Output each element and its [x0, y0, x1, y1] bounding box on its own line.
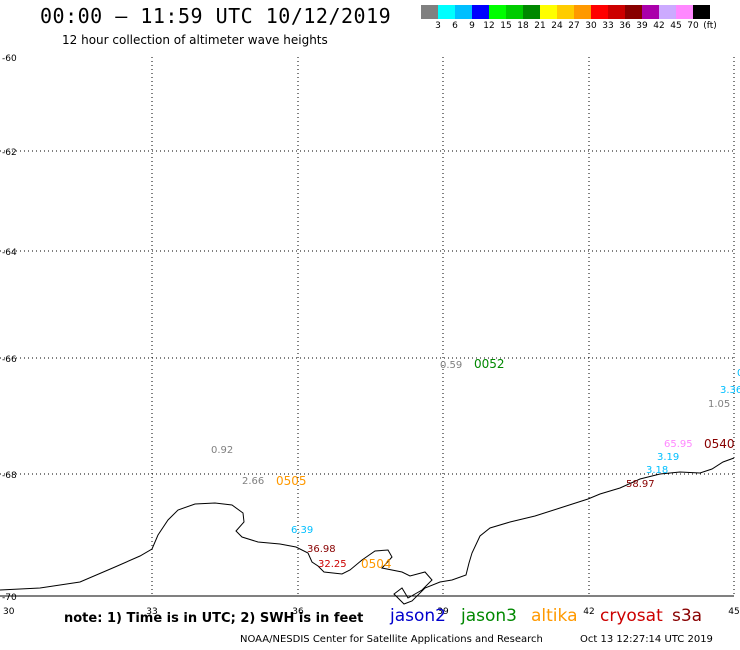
- observation-label: 3.36: [720, 385, 740, 396]
- color-scale-swatches: [421, 5, 710, 19]
- color-scale-label: 24: [551, 21, 563, 31]
- credit-text: NOAA/NESDIS Center for Satellite Applica…: [240, 634, 543, 645]
- longitude-label: 39: [437, 607, 449, 617]
- color-swatch: [693, 5, 710, 19]
- color-scale-label: 33: [602, 21, 614, 31]
- satellite-legend-item: jason2: [390, 606, 446, 626]
- latitude-label: -62: [2, 148, 17, 158]
- satellite-legend-item: altika: [531, 606, 578, 626]
- latitude-label: -64: [2, 248, 17, 258]
- map-title: 00:00 – 11:59 UTC 10/12/2019: [40, 4, 392, 28]
- generated-timestamp: Oct 13 12:27:14 UTC 2019: [580, 634, 713, 645]
- observation-label: 1.05: [708, 399, 730, 410]
- observation-label: 0052: [474, 357, 505, 371]
- observation-label: 0505: [276, 474, 307, 488]
- longitude-label: 30: [3, 607, 15, 617]
- color-scale-label: 36: [619, 21, 631, 31]
- color-swatch: [523, 5, 540, 19]
- map-subtitle: 12 hour collection of altimeter wave hei…: [62, 33, 328, 47]
- color-scale-label: 70: [687, 21, 699, 31]
- color-swatch: [557, 5, 574, 19]
- color-swatch: [489, 5, 506, 19]
- longitude-label: 33: [146, 607, 157, 617]
- observation-label: 0540: [704, 437, 735, 451]
- color-scale-label: (ft): [703, 21, 717, 31]
- color-scale-label: 12: [483, 21, 495, 31]
- color-scale-label: 3: [435, 21, 441, 31]
- color-scale-label: 30: [585, 21, 597, 31]
- color-swatch: [472, 5, 489, 19]
- color-swatch: [659, 5, 676, 19]
- color-swatch: [625, 5, 642, 19]
- color-swatch: [642, 5, 659, 19]
- observation-label: 2.66: [242, 476, 264, 487]
- longitude-label: 42: [583, 607, 594, 617]
- observation-label: 58.97: [626, 479, 655, 490]
- observation-label: 0504: [361, 557, 392, 571]
- satellite-legend-item: cryosat: [600, 606, 663, 626]
- observation-label: 0.92: [211, 445, 233, 456]
- longitude-labels: 30 33 36 39 42 45: [3, 607, 740, 617]
- satellite-legend-item: jason3: [461, 606, 517, 626]
- observation-label: 3.18: [646, 465, 668, 476]
- color-scale-label: 15: [500, 21, 512, 31]
- observation-label: 36.98: [307, 544, 336, 555]
- grid-lines: [0, 57, 735, 597]
- observation-label: 6.39: [291, 525, 313, 536]
- footer-note: note: 1) Time is in UTC; 2) SWH is in fe…: [64, 611, 364, 626]
- color-swatch: [506, 5, 523, 19]
- observation-labels: 0.59 0052 0.92 2.66 0505 6.39 36.98 32.25 0504 1.…: [211, 357, 740, 571]
- color-swatch: [421, 5, 438, 19]
- color-swatch: [540, 5, 557, 19]
- observation-label: 0: [737, 368, 740, 379]
- latitude-labels: -60 -62 -64 -66 -68 -70: [2, 54, 17, 603]
- color-swatch: [574, 5, 591, 19]
- longitude-label: 36: [292, 607, 304, 617]
- color-swatch: [676, 5, 693, 19]
- observation-label: 3.19: [657, 452, 679, 463]
- observation-label: 0.59: [440, 360, 462, 371]
- coastline: [0, 457, 735, 605]
- color-scale-label: 39: [636, 21, 648, 31]
- longitude-label: 45: [728, 607, 739, 617]
- color-swatch: [455, 5, 472, 19]
- latitude-label: -66: [2, 355, 17, 365]
- color-scale-label: 18: [517, 21, 529, 31]
- color-scale-labels: 3 6 9 12 15 18 21 24 27 30 33 36 39 42 45 70 (ft): [421, 19, 717, 33]
- color-scale-label: 42: [653, 21, 665, 31]
- observation-label: 65.95: [664, 439, 693, 450]
- color-scale-legend: 3 6 9 12 15 18 21 24 27 30 33 36 39 42 45 70 (ft): [421, 5, 717, 33]
- latitude-label: -70: [2, 593, 17, 603]
- latitude-label: -60: [2, 54, 17, 64]
- color-swatch: [608, 5, 625, 19]
- color-scale-label: 27: [568, 21, 580, 31]
- color-scale-label: 45: [670, 21, 682, 31]
- color-swatch: [591, 5, 608, 19]
- color-scale-label: 21: [534, 21, 546, 31]
- latitude-label: -68: [2, 471, 17, 481]
- color-swatch: [438, 5, 455, 19]
- color-scale-label: 6: [452, 21, 458, 31]
- observation-label: 32.25: [318, 559, 347, 570]
- satellite-legend-item: s3a: [672, 606, 703, 626]
- color-scale-label: 9: [469, 21, 475, 31]
